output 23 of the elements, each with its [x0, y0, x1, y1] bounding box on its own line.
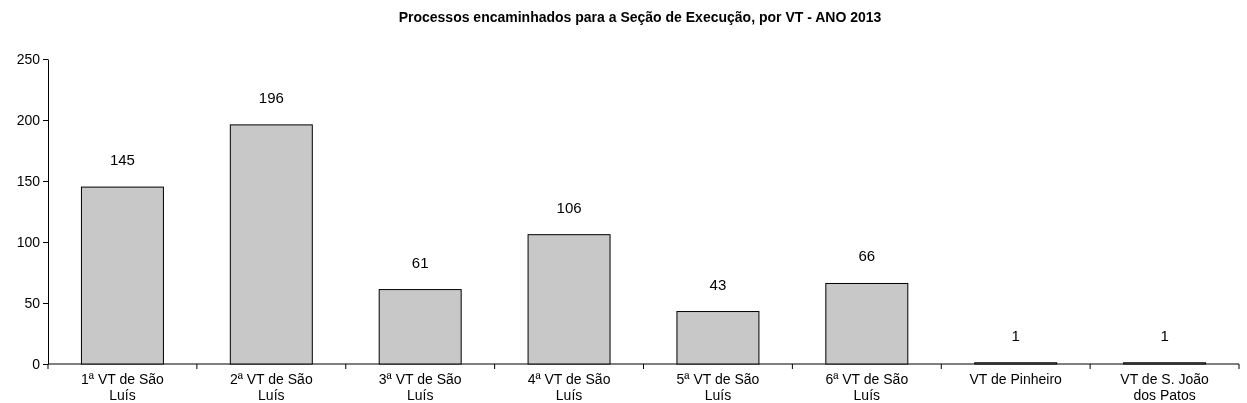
data-label: 145 [109, 151, 135, 169]
y-tick-label: 200 [16, 111, 41, 128]
x-tick-label: 3ª VT de São Luís [378, 371, 462, 403]
data-label: 1 [1011, 326, 1020, 344]
y-tick-label: 150 [16, 172, 41, 189]
y-tick-label: 250 [16, 50, 41, 67]
data-label: 106 [556, 198, 582, 216]
x-tick-label: VT de S. João dos Patos [1120, 371, 1210, 403]
data-label: 66 [858, 247, 876, 265]
data-label: 43 [709, 275, 727, 293]
x-tick-label: 4ª VT de São Luís [527, 371, 611, 403]
data-label: 196 [258, 88, 284, 106]
data-label: 61 [411, 253, 429, 271]
chart-title: Processos encaminhados para a Seção de Execução, por VT - ANO 2013 [398, 9, 882, 25]
x-tick-label: 5ª VT de São Luís [676, 371, 760, 403]
y-tick-label: 100 [16, 233, 41, 250]
y-tick-label: 0 [32, 355, 41, 372]
x-tick-label: 1ª VT de São Luís [81, 371, 165, 403]
data-label: 1 [1160, 326, 1169, 344]
y-tick-label: 50 [24, 294, 41, 311]
x-tick-label: 6ª VT de São Luís [825, 371, 909, 403]
x-tick-label: 2ª VT de São Luís [229, 371, 313, 403]
x-tick-label: VT de Pinheiro [969, 371, 1063, 387]
